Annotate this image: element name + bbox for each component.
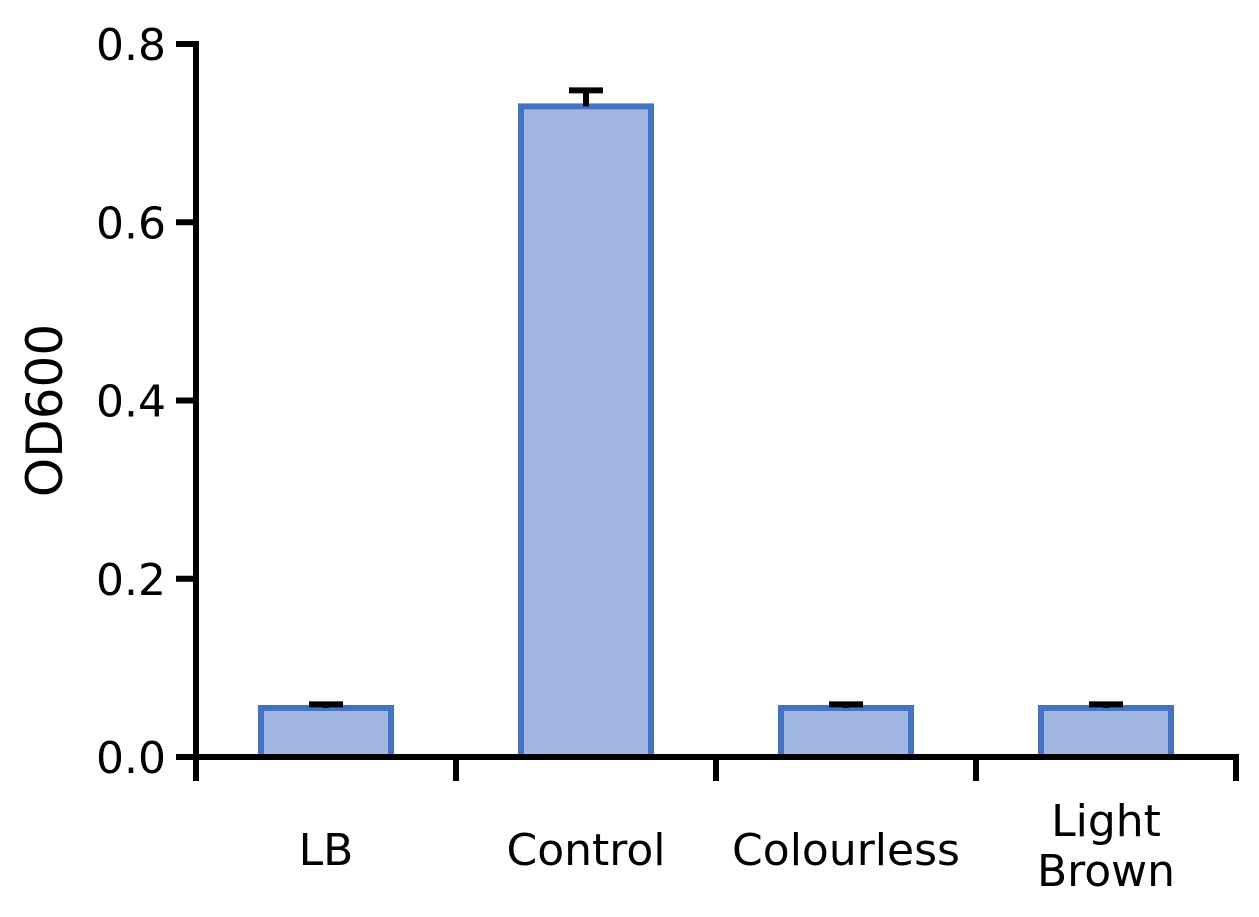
- bars-layer: [258, 103, 1174, 761]
- error-bars-layer: [309, 87, 1123, 708]
- y-tick-labels: 0.0 0.2 0.4 0.6 0.8: [96, 20, 166, 784]
- y-tick-label: 0.6: [96, 198, 166, 249]
- x-tick-label-line: LB: [299, 825, 354, 876]
- x-tick-label-line: Control: [506, 825, 665, 876]
- x-tick-label-line: Colourless: [732, 825, 960, 876]
- y-tick-label: 0.4: [96, 377, 166, 428]
- x-tick-label: Light Brown: [1037, 796, 1175, 897]
- y-tick-label: 0.0: [96, 733, 166, 784]
- y-axis-title: OD600: [16, 324, 74, 497]
- x-tick-label: Control: [506, 825, 665, 876]
- x-tick-label-line: Brown: [1037, 846, 1175, 897]
- y-tick-label: 0.8: [96, 20, 166, 71]
- axes-layer: [193, 41, 1239, 760]
- x-ticks-layer: [193, 757, 1239, 781]
- bar: [518, 103, 654, 760]
- y-tick-label: 0.2: [96, 555, 166, 606]
- bar: [258, 704, 394, 761]
- y-ticks-layer: [176, 41, 196, 760]
- x-tick-label-line: Light: [1051, 796, 1161, 847]
- x-tick-label: LB: [299, 825, 354, 876]
- x-tick-labels: LB Control Colourless Light Brown: [299, 796, 1175, 897]
- bar: [1038, 704, 1174, 761]
- x-tick-label: Colourless: [732, 825, 960, 876]
- bar: [778, 704, 914, 761]
